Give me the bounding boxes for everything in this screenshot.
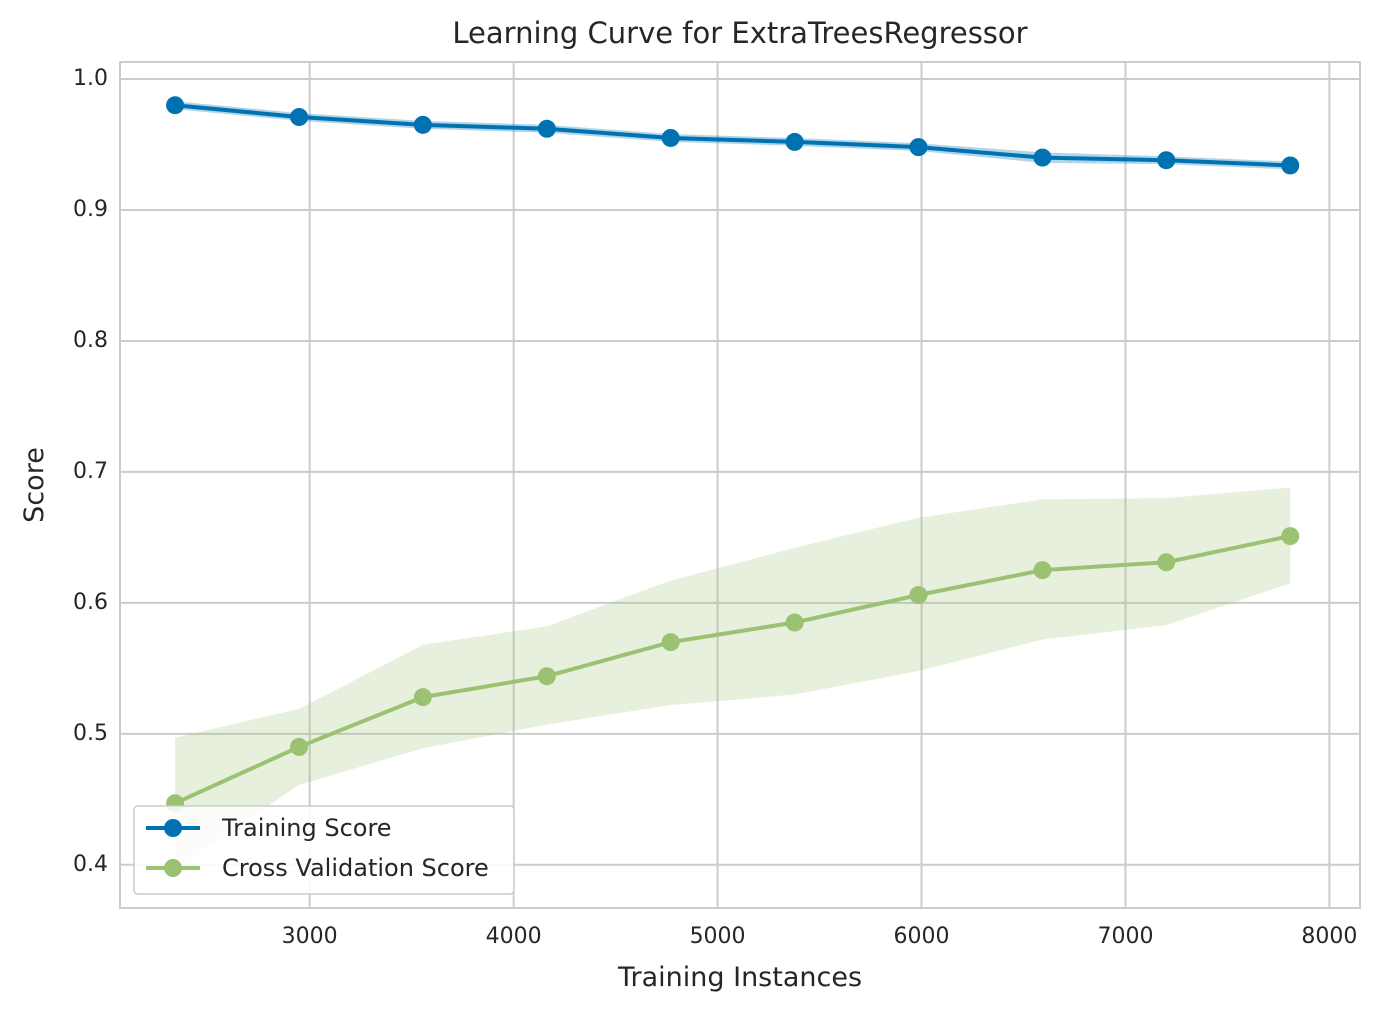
tick-labels: 3000 4000 5000 6000 7000 8000 0.4 0.5 0.6 0.7 0.8 0…	[73, 66, 1357, 949]
x-tick-label: 7000	[1097, 924, 1153, 949]
data-point-training	[1157, 151, 1176, 170]
data-point-cross-validation	[1281, 527, 1300, 546]
legend-label-cross-validation: Cross Validation Score	[222, 854, 489, 882]
confidence-band-cross-validation	[175, 487, 1291, 869]
data-point-training	[290, 108, 309, 127]
confidence-band-training	[175, 101, 1291, 170]
series-points	[166, 96, 1300, 813]
series-line-training	[174, 103, 1291, 168]
x-tick-label: 3000	[282, 924, 338, 949]
y-tick-label: 0.5	[73, 721, 108, 746]
confidence-bands	[175, 101, 1291, 869]
data-point-cross-validation	[1033, 561, 1052, 580]
x-axis-label: Training Instances	[617, 962, 862, 993]
data-point-cross-validation	[413, 688, 432, 707]
y-tick-label: 1.0	[73, 66, 108, 91]
legend-swatch-marker	[164, 859, 182, 877]
data-point-cross-validation	[290, 737, 309, 756]
data-point-training	[909, 138, 928, 157]
data-point-training	[1281, 156, 1300, 175]
data-point-training	[166, 96, 185, 115]
data-point-cross-validation	[537, 667, 556, 686]
legend-swatch-marker	[164, 819, 182, 837]
data-point-cross-validation	[909, 586, 928, 605]
x-tick-label: 8000	[1301, 924, 1357, 949]
chart-title: Learning Curve for ExtraTreesRegressor	[452, 16, 1027, 50]
data-point-training	[537, 119, 556, 138]
legend-entry-training: Training Score	[146, 814, 392, 842]
data-point-training	[1033, 148, 1052, 167]
x-tick-label: 5000	[690, 924, 746, 949]
legend-entry-cross-validation: Cross Validation Score	[146, 854, 489, 882]
data-point-cross-validation	[661, 633, 680, 652]
y-tick-label: 0.9	[73, 197, 108, 222]
y-axis-label: Score	[19, 447, 50, 523]
data-point-cross-validation	[785, 613, 804, 632]
y-tick-label: 0.7	[73, 459, 108, 484]
grid-lines	[120, 62, 1360, 908]
x-tick-label: 4000	[486, 924, 542, 949]
y-tick-label: 0.8	[73, 328, 108, 353]
x-tick-label: 6000	[894, 924, 950, 949]
legend-label-training: Training Score	[221, 814, 392, 842]
data-point-training	[661, 128, 680, 147]
data-point-training	[413, 115, 432, 134]
y-tick-label: 0.6	[73, 590, 108, 615]
data-point-cross-validation	[1157, 553, 1176, 572]
y-tick-label: 0.4	[73, 852, 108, 877]
series-lines	[174, 103, 1291, 806]
plot-frame	[119, 61, 1361, 909]
legend-box	[133, 805, 515, 895]
legend: Training Score Cross Validation Score	[133, 805, 515, 895]
series-line-cross-validation	[174, 534, 1291, 806]
data-point-training	[785, 132, 804, 151]
